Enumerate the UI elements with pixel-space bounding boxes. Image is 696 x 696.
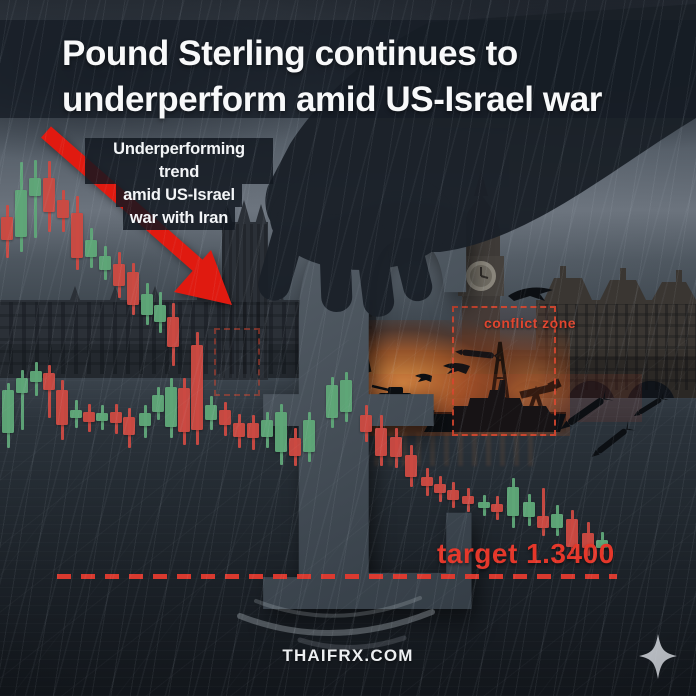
film-scratches-overlay (0, 340, 696, 696)
